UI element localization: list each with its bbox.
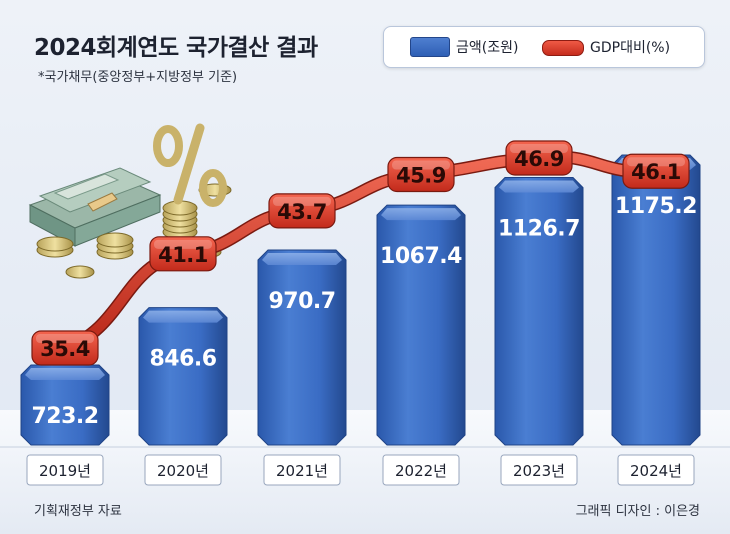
bar-value-label: 1126.7: [498, 217, 580, 242]
bar-top-face: [262, 253, 342, 266]
bar-swatch-icon: [410, 37, 450, 57]
bar-value-label: 1067.4: [380, 244, 462, 269]
gdp-value-label: 41.1: [158, 243, 208, 267]
bar-3: [257, 249, 347, 446]
year-box: [26, 454, 104, 486]
money-illustration-icon: [28, 123, 232, 279]
bar-top-face: [381, 208, 461, 221]
bar-2: [138, 307, 228, 446]
chart-subtitle: *국가채무(중앙정부+지방정부 기준): [38, 70, 238, 85]
gdp-value-label: 45.9: [396, 164, 446, 188]
gdp-point-5: 46.9: [505, 140, 573, 176]
year-box: [617, 454, 695, 486]
x-tick-label: 2019년: [39, 462, 91, 480]
gdp-value-box: [505, 140, 573, 176]
legend-label-amount: 금액(조원): [456, 40, 519, 56]
gdp-value-label: 46.1: [631, 160, 681, 184]
year-box: [144, 454, 222, 486]
year-label-1: 2019년: [26, 454, 104, 486]
year-box: [500, 454, 578, 486]
chart-legend: 금액(조원) GDP대비(%): [383, 26, 705, 68]
year-label-5: 2023년: [500, 454, 578, 486]
legend-item-gdp: GDP대비(%): [542, 37, 670, 57]
page-title: 2024회계연도 국가결산 결과: [34, 35, 318, 61]
gdp-box-highlight: [627, 157, 685, 167]
source-note: 기획재정부 자료: [34, 504, 122, 519]
legend-item-amount: 금액(조원): [410, 37, 518, 57]
bar-body: [376, 204, 466, 446]
gdp-value-box: [268, 193, 336, 229]
chart-floor: [0, 410, 730, 534]
bar-body: [257, 249, 347, 446]
bar-1: [20, 364, 110, 446]
gdp-box-highlight: [36, 334, 94, 343]
line-swatch-icon: [542, 40, 584, 56]
bar-5: [494, 177, 584, 446]
gdp-point-2: 41.1: [149, 236, 217, 272]
gdp-point-4: 45.9: [387, 156, 455, 193]
year-label-6: 2024년: [617, 454, 695, 486]
year-box: [263, 454, 341, 486]
gdp-value-label: 35.4: [40, 337, 90, 361]
gdp-point-3: 43.7: [268, 193, 336, 229]
gdp-value-box: [622, 153, 690, 189]
gdp-box-highlight: [510, 144, 568, 153]
bar-value-label: 970.7: [268, 289, 335, 314]
x-tick-label: 2022년: [395, 462, 447, 480]
percent-sign-icon: [153, 123, 227, 207]
gdp-point-6: 46.1: [622, 153, 690, 189]
gdp-point-1: 35.4: [31, 330, 99, 366]
year-label-2: 2020년: [144, 454, 222, 486]
gdp-value-box: [387, 156, 455, 193]
year-box: [382, 454, 460, 486]
bar-value-label: 1175.2: [615, 194, 697, 219]
x-tick-label: 2021년: [276, 462, 328, 480]
gdp-box-highlight: [273, 196, 331, 206]
legend-label-gdp: GDP대비(%): [590, 40, 671, 56]
gdp-box-highlight: [154, 239, 212, 249]
year-label-3: 2021년: [263, 454, 341, 486]
graphic-credit: 그래픽 디자인 : 이은경: [575, 504, 700, 519]
bar-top-face: [499, 180, 579, 193]
gdp-value-box: [149, 236, 217, 272]
gdp-value-label: 46.9: [514, 147, 564, 171]
bar-top-face: [143, 310, 223, 323]
gdp-box-highlight: [392, 160, 450, 170]
bar-value-label: 846.6: [149, 347, 216, 372]
x-tick-label: 2020년: [157, 462, 209, 480]
bar-body: [138, 307, 228, 446]
year-label-4: 2022년: [382, 454, 460, 486]
bar-4: [376, 204, 466, 446]
gdp-value-label: 43.7: [277, 200, 327, 224]
x-tick-label: 2023년: [513, 462, 565, 480]
gdp-value-box: [31, 330, 99, 366]
bar-value-label: 723.2: [31, 404, 98, 429]
bar-top-face: [25, 368, 105, 380]
x-tick-label: 2024년: [630, 462, 682, 480]
banknote-stack-icon: [28, 167, 162, 247]
bar-body: [494, 177, 584, 446]
